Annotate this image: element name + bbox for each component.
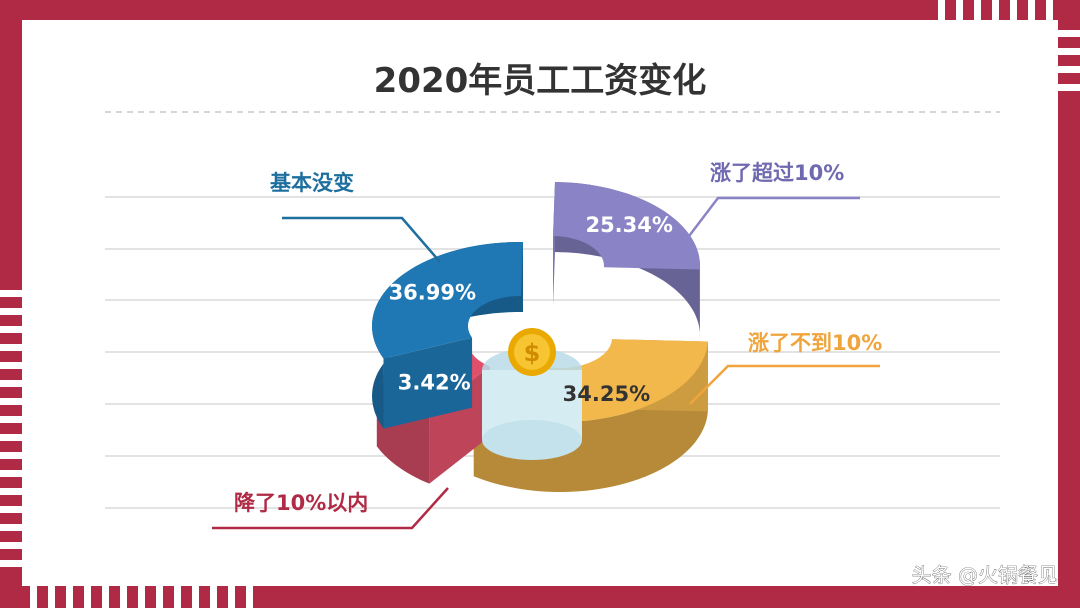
slice-value-label-0: 36.99% [389, 281, 476, 305]
pie-slice-top-0 [372, 241, 523, 359]
pie-slice-top-1 [553, 182, 700, 270]
leader-line-unchanged [282, 216, 441, 263]
footer-credit: 头条 @火锅餐见 [912, 563, 1058, 587]
stripe-bottom-left [0, 290, 253, 608]
pie-slice-1 [553, 182, 700, 340]
chart-title: 2020年员工工资变化 [374, 61, 707, 101]
slice-value-label-3: 3.42% [398, 370, 471, 394]
category-label-raise-under-10: 涨了不到10% [748, 331, 882, 355]
leader-line-raise-under-10 [689, 364, 880, 405]
pie-slice-0 [372, 241, 523, 429]
content-panel [22, 20, 1058, 586]
category-label-unchanged: 基本没变 [270, 171, 354, 195]
coin-icon: $ [482, 328, 582, 460]
leader-line-decrease [212, 487, 449, 530]
pie-slice-wall-0 [383, 337, 473, 429]
category-label-raise-over-10: 涨了超过10% [710, 161, 844, 185]
leader-lines [212, 196, 880, 530]
slice-value-label-1: 25.34% [585, 213, 672, 237]
pie-slice-wall-3 [429, 366, 490, 484]
category-label-decrease: 降了10%以内 [234, 491, 368, 515]
svg-text:$: $ [524, 339, 541, 367]
slice-value-label-2: 34.25% [563, 382, 650, 406]
leader-line-raise-over-10 [682, 196, 860, 245]
slice-value-labels: 25.34% 34.25% 3.42% 36.99% [389, 213, 673, 406]
stripe-top-right [938, 0, 1080, 91]
